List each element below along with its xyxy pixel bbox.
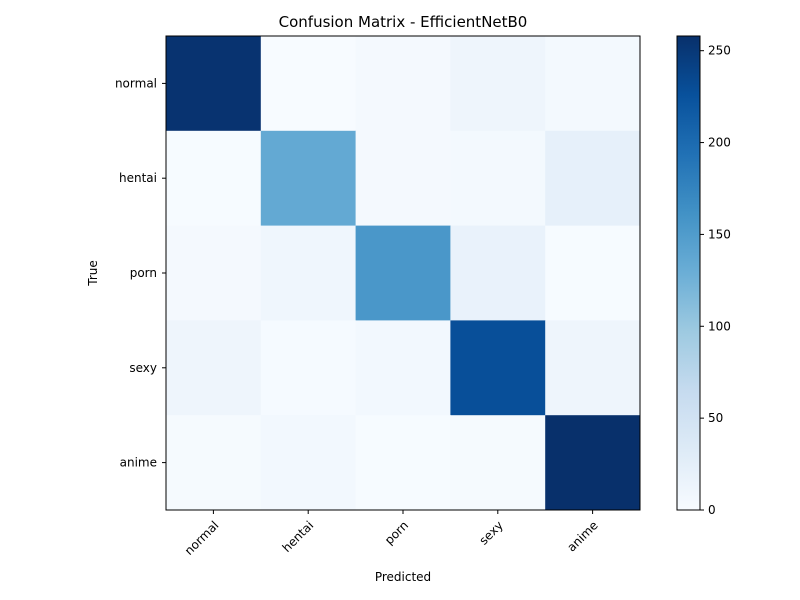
- heatmap-cell: [166, 36, 262, 132]
- heatmap-cell: [260, 130, 357, 227]
- heatmap-cell: [355, 320, 451, 416]
- heatmap-cell: [450, 415, 546, 511]
- y-axis-ticks: normal hentai porn sexy anime: [115, 76, 166, 470]
- heatmap-cell: [260, 415, 357, 511]
- heatmap-cell: [166, 130, 262, 227]
- colorbar-tick-label: 100: [708, 319, 731, 333]
- y-tick-label: sexy: [129, 361, 157, 375]
- colorbar-tick-label: 200: [708, 136, 731, 150]
- heatmap-cell: [166, 225, 262, 321]
- colorbar-ticks: 0 50 100 150 200 250: [700, 44, 731, 517]
- y-axis-label: True: [86, 260, 100, 287]
- heatmap-cell: [260, 36, 357, 132]
- heatmap-cell: [545, 415, 641, 511]
- heatmap-cell: [355, 36, 451, 132]
- colorbar-tick-label: 150: [708, 227, 731, 241]
- heatmap-cell: [450, 320, 546, 416]
- heatmap-cell: [355, 225, 451, 321]
- heatmap-cell: [355, 415, 451, 511]
- heatmap-cell: [166, 320, 262, 416]
- heatmap-cell: [260, 320, 357, 416]
- x-tick-label: sexy: [476, 518, 505, 547]
- x-tick-label: normal: [182, 518, 222, 558]
- colorbar-tick-label: 50: [708, 411, 723, 425]
- heatmap-cell: [545, 130, 641, 227]
- heatmap-cell: [166, 415, 262, 511]
- chart-title: Confusion Matrix - EfficientNetB0: [279, 13, 528, 31]
- heatmap-cell: [450, 130, 546, 227]
- colorbar-tick-label: 0: [708, 503, 716, 517]
- heatmap-cell: [450, 36, 546, 132]
- y-tick-label: anime: [120, 456, 157, 470]
- x-tick-label: porn: [382, 518, 411, 547]
- heatmap-cell: [545, 36, 641, 132]
- colorbar: [676, 35, 701, 511]
- x-tick-label: anime: [564, 518, 600, 554]
- heatmap-cell: [450, 225, 546, 321]
- heatmap-cell: [545, 320, 641, 416]
- heatmap-cell: [260, 225, 357, 321]
- heatmap-cell: [355, 130, 451, 227]
- y-tick-label: normal: [115, 76, 157, 90]
- heatmap-cell: [545, 225, 641, 321]
- y-tick-label: porn: [130, 266, 157, 280]
- x-tick-label: hentai: [280, 518, 317, 555]
- heatmap-cells: [166, 36, 641, 511]
- x-axis-ticks: normal hentai porn sexy anime: [182, 510, 601, 558]
- x-axis-label: Predicted: [375, 570, 431, 584]
- y-tick-label: hentai: [119, 171, 157, 185]
- colorbar-tick-label: 250: [708, 44, 731, 58]
